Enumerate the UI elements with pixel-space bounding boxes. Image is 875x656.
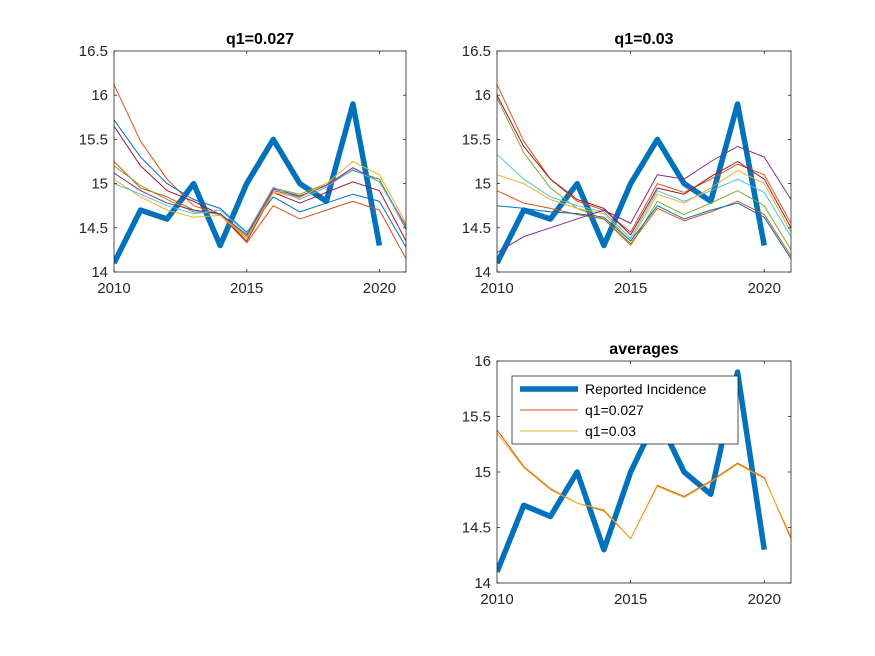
model-line-7 bbox=[497, 202, 791, 260]
y-tick-label: 14 bbox=[474, 575, 491, 592]
subplot-2: 2010 2015 2020 14 14.5 15 15.5 16 16.5 q1=0.03 bbox=[462, 31, 792, 297]
y-tick-label: 16 bbox=[91, 87, 108, 104]
legend-entry: q1=0.03 bbox=[585, 423, 636, 439]
x-tick-label: 2010 bbox=[97, 280, 130, 297]
model-line-8 bbox=[497, 145, 791, 253]
y-tick-label: 14.5 bbox=[462, 220, 491, 237]
model-line-6 bbox=[114, 167, 406, 236]
x-tick-label: 2010 bbox=[480, 591, 513, 608]
y-tick-label: 14.5 bbox=[79, 220, 108, 237]
model-line-2 bbox=[497, 94, 791, 236]
model-line-4 bbox=[497, 154, 791, 239]
x-tick-label: 2015 bbox=[230, 280, 263, 297]
reported-incidence-line bbox=[497, 369, 767, 573]
y-tick-label: 15 bbox=[91, 176, 108, 193]
model-line-5 bbox=[497, 169, 791, 242]
x-tick-label: 2020 bbox=[748, 280, 781, 297]
y-tick-label: 15.5 bbox=[79, 131, 108, 148]
model-line-6 bbox=[497, 190, 791, 257]
y-tick-label: 16.5 bbox=[79, 43, 108, 60]
y-tick-label: 14 bbox=[474, 264, 491, 281]
subplot-title: q1=0.03 bbox=[614, 31, 673, 48]
model-line-1 bbox=[114, 84, 406, 259]
model-line-3 bbox=[114, 125, 406, 242]
subplot-1: 2010 2015 2020 14 14.5 15 15.5 16 16.5 q1=0.027 bbox=[79, 31, 407, 297]
x-tick-label: 2015 bbox=[614, 280, 647, 297]
subplot-title: q1=0.027 bbox=[226, 31, 294, 48]
model-line-1 bbox=[497, 84, 791, 233]
y-tick-label: 16 bbox=[474, 353, 491, 370]
axes-box bbox=[113, 50, 407, 273]
model-line-7 bbox=[114, 161, 406, 239]
model-line-2 bbox=[497, 432, 791, 540]
x-tick-label: 2020 bbox=[748, 591, 781, 608]
y-tick-label: 14.5 bbox=[462, 520, 491, 537]
y-tick-label: 16.5 bbox=[462, 43, 491, 60]
y-tick-label: 15.5 bbox=[462, 131, 491, 148]
legend: Reported Incidence q1=0.027 q1=0.03 bbox=[511, 375, 739, 445]
reported-incidence-line bbox=[114, 101, 383, 265]
subplot-3: 2010 2015 2020 14 14.5 15 15.5 16 averages Report… bbox=[462, 341, 792, 608]
axes-box bbox=[496, 50, 792, 273]
legend-entry: Reported Incidence bbox=[585, 381, 707, 397]
y-tick-label: 15.5 bbox=[462, 409, 491, 426]
subplot-title: averages bbox=[609, 341, 678, 358]
model-line-8 bbox=[114, 168, 406, 234]
x-tick-label: 2010 bbox=[480, 280, 513, 297]
series-group bbox=[497, 84, 791, 265]
series-group bbox=[114, 84, 406, 265]
legend-entry: q1=0.027 bbox=[585, 402, 644, 418]
y-tick-label: 16 bbox=[474, 87, 491, 104]
x-tick-label: 2020 bbox=[363, 280, 396, 297]
series-group bbox=[497, 369, 791, 573]
reported-incidence-line bbox=[497, 101, 767, 265]
y-tick-label: 15 bbox=[474, 464, 491, 481]
y-tick-label: 15 bbox=[474, 176, 491, 193]
y-tick-label: 14 bbox=[91, 264, 108, 281]
x-tick-label: 2015 bbox=[614, 591, 647, 608]
